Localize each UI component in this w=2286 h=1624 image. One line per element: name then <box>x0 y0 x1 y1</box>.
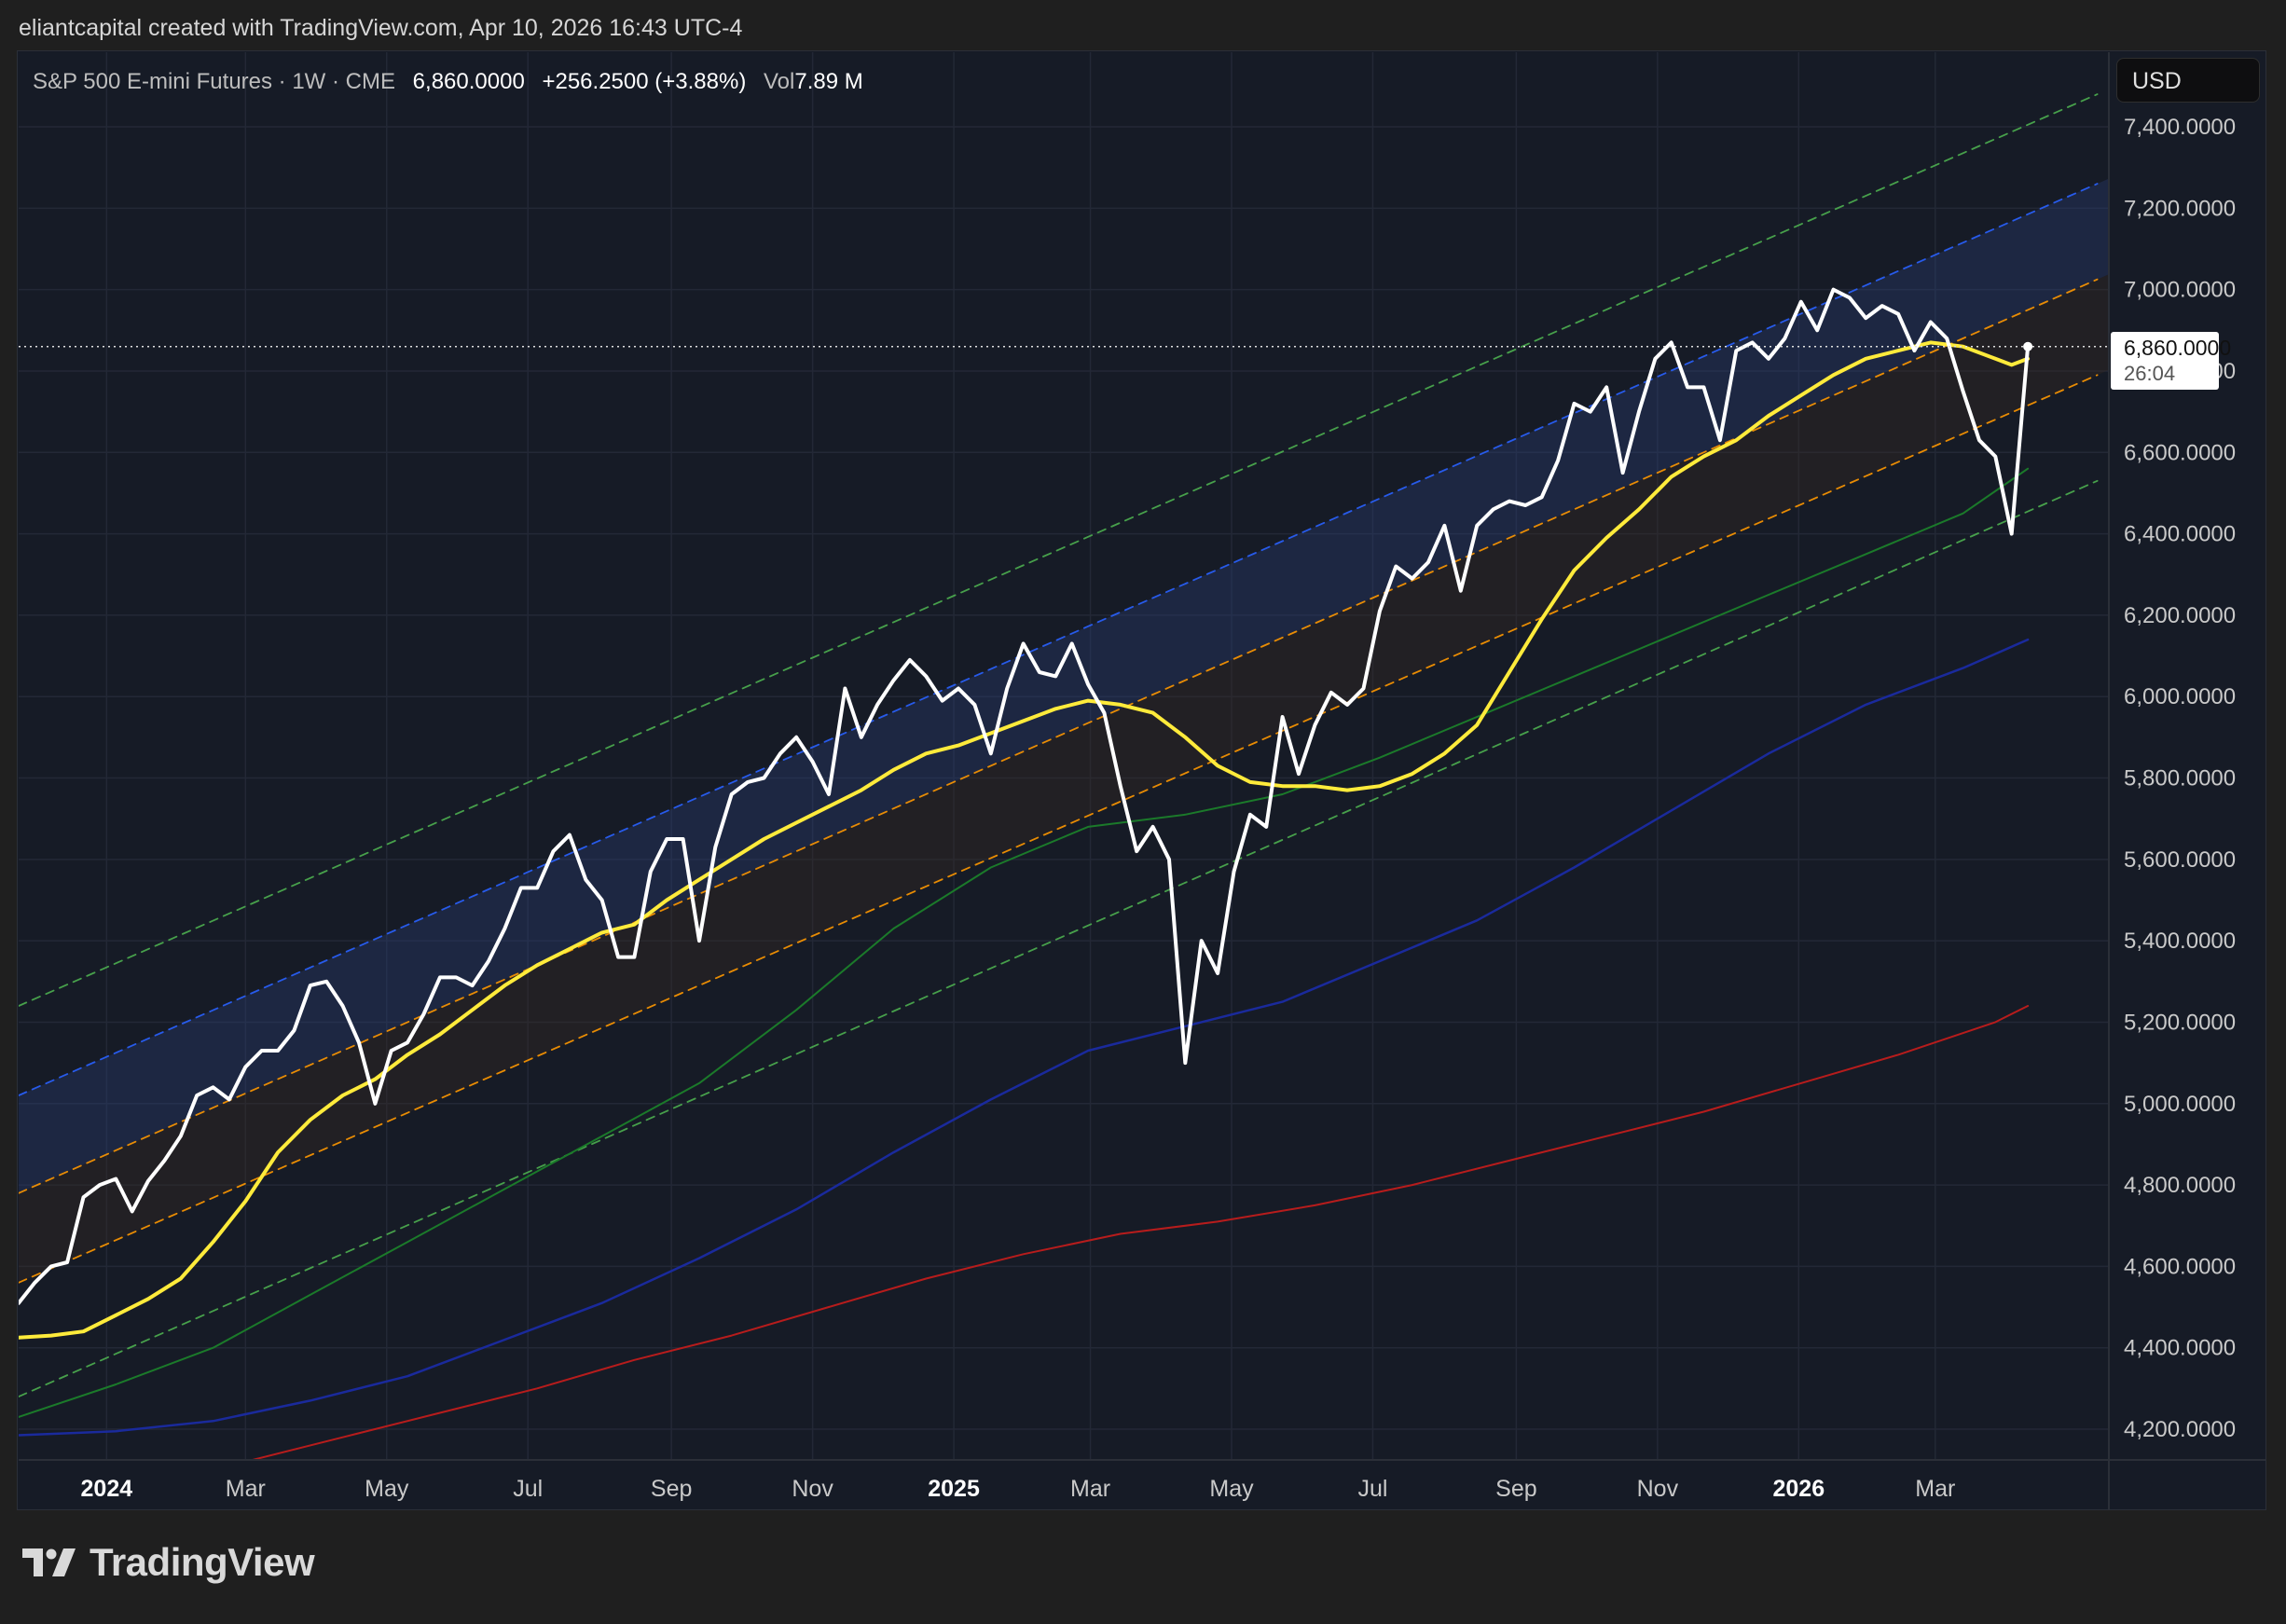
y-tick-label: 5,800.0000 <box>2124 766 2236 791</box>
tradingview-logo[interactable]: TradingView <box>22 1540 315 1584</box>
y-tick-label: 5,400.0000 <box>2124 929 2236 954</box>
last-price-dot <box>2023 341 2033 351</box>
y-tick-label: 5,200.0000 <box>2124 1010 2236 1035</box>
y-tick-label: 4,200.0000 <box>2124 1417 2236 1442</box>
y-tick-label: 4,800.0000 <box>2124 1173 2236 1198</box>
x-tick-label: Mar <box>226 1476 266 1502</box>
series-channel-green-lower <box>19 479 2099 1397</box>
series-channel-blue-upper <box>19 183 2099 1096</box>
y-tick-label: 4,600.0000 <box>2124 1254 2236 1279</box>
x-tick-label: 2024 <box>81 1476 133 1502</box>
y-tick-label: 6,400.0000 <box>2124 522 2236 547</box>
x-tick-label: 2026 <box>1772 1476 1825 1502</box>
legend-volume-label: Vol <box>763 69 795 94</box>
y-tick-label: 7,400.0000 <box>2124 115 2236 140</box>
x-tick-label: May <box>1209 1476 1254 1502</box>
series-channel-orange-lower <box>19 374 2099 1284</box>
legend-volume-value: 7.89 M <box>794 69 863 94</box>
x-tick-label: Nov <box>792 1476 833 1502</box>
series-ma-red <box>248 1005 2030 1460</box>
x-tick-label: Sep <box>651 1476 692 1502</box>
symbol-legend: S&P 500 E-mini Futures · 1W · CME 6,860.… <box>33 69 863 95</box>
x-tick-label: Nov <box>1637 1476 1679 1502</box>
x-tick-label: Jul <box>513 1476 543 1502</box>
series-channel-orange-upper <box>19 278 2099 1194</box>
channel-fill-blue <box>19 178 2109 1193</box>
series-ma-blue <box>19 638 2030 1437</box>
tradingview-logo-icon <box>22 1548 76 1576</box>
x-tick-label: May <box>365 1476 409 1502</box>
last-price-tag: 6,860.0000 26:04 <box>2111 332 2231 390</box>
last-price-value: 6,860.0000 <box>2124 336 2232 360</box>
x-tick-label: Jul <box>1357 1476 1387 1502</box>
y-tick-label: 5,000.0000 <box>2124 1092 2236 1117</box>
series-group <box>19 93 2099 1460</box>
x-tick-label: 2025 <box>928 1476 980 1502</box>
tradingview-wordmark: TradingView <box>90 1540 315 1584</box>
series-ma-yellow <box>19 340 2031 1340</box>
grid <box>19 52 2109 1460</box>
x-tick-label: Sep <box>1495 1476 1536 1502</box>
channel-fill-orange <box>19 274 2109 1283</box>
series-price <box>19 287 2031 1305</box>
y-tick-label: 4,400.0000 <box>2124 1336 2236 1361</box>
y-tick-label: 6,000.0000 <box>2124 684 2236 709</box>
bar-countdown: 26:04 <box>2124 362 2176 385</box>
symbol-title: S&P 500 E-mini Futures · 1W · CME <box>33 69 395 94</box>
y-tick-label: 7,200.0000 <box>2124 196 2236 221</box>
series-ma-green <box>19 467 2030 1418</box>
chart-creator-caption: eliantcapital created with TradingView.c… <box>19 15 743 41</box>
x-tick-label: Mar <box>1070 1476 1110 1502</box>
y-tick-label: 6,600.0000 <box>2124 440 2236 465</box>
legend-price: 6,860.0000 <box>412 69 525 94</box>
series-channel-green-upper <box>19 93 2099 1007</box>
y-tick-label: 5,600.0000 <box>2124 847 2236 873</box>
x-tick-label: Mar <box>1915 1476 1955 1502</box>
legend-change: +256.2500 (+3.88%) <box>542 69 747 94</box>
currency-button[interactable]: USD <box>2116 58 2260 103</box>
channel-fills <box>19 178 2109 1283</box>
y-tick-label: 7,000.0000 <box>2124 278 2236 303</box>
y-tick-label: 6,200.0000 <box>2124 603 2236 628</box>
